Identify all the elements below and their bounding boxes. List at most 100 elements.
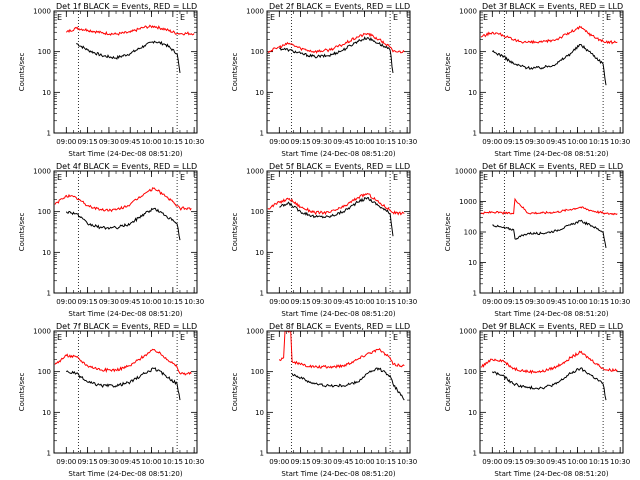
x-tick-label: 10:00 [354, 138, 374, 146]
event-marker-label: E [270, 13, 275, 22]
x-tick-label: 09:15 [504, 138, 524, 146]
y-axis-label: Counts/sec [18, 53, 26, 92]
event-marker-label: E [606, 333, 611, 342]
x-tick-label: 09:45 [546, 138, 566, 146]
series-line-events [65, 367, 181, 401]
x-tick-label: 09:00 [56, 458, 76, 466]
x-tick-label: 09:45 [546, 458, 566, 466]
y-tick-label: 1 [47, 130, 51, 138]
y-tick-label: 10 [42, 89, 51, 97]
x-axis-label: Start Time (24-Dec-08 08:51:20) [281, 150, 395, 158]
panel-title: Det 9f BLACK = Events, RED = LLD [482, 322, 623, 331]
event-marker-label: E [606, 13, 611, 22]
event-marker-label: E [180, 13, 185, 22]
y-tick-label: 10 [42, 409, 51, 417]
x-tick-label: 09:15 [291, 138, 311, 146]
x-tick-label: 09:45 [333, 138, 353, 146]
series-line-events [279, 36, 394, 73]
y-axis-label: Counts/sec [18, 373, 26, 412]
series-line-lld [54, 187, 192, 213]
x-axis-label: Start Time (24-Dec-08 08:51:20) [494, 470, 608, 478]
event-marker-label: E [180, 173, 185, 182]
x-tick-label: 10:15 [376, 298, 396, 306]
series-line-lld [480, 25, 618, 45]
y-tick-label: 10 [468, 409, 477, 417]
series-line-lld [54, 348, 192, 376]
series-line-events [491, 367, 607, 401]
y-tick-label: 100 [251, 48, 264, 56]
y-tick-label: 1 [473, 450, 477, 458]
y-axis-label: Counts/sec [231, 373, 239, 412]
y-tick-label: 1000 [246, 8, 264, 16]
y-tick-label: 1000 [459, 8, 477, 16]
event-marker-label: E [57, 13, 62, 22]
series-line-events [76, 40, 181, 73]
x-tick-label: 10:15 [589, 298, 609, 306]
x-tick-label: 09:45 [120, 458, 140, 466]
plot-frame [53, 330, 198, 454]
plot-frame [479, 170, 624, 294]
panel-title: Det 8f BLACK = Events, RED = LLD [269, 322, 410, 331]
series-line-lld [480, 350, 618, 375]
y-axis-label: Counts/sec [231, 213, 239, 252]
x-tick-label: 09:45 [546, 298, 566, 306]
chart-panel-9: Det 9f BLACK = Events, RED = LLD Counts/s… [444, 322, 630, 478]
y-tick-label: 1 [260, 290, 264, 298]
series-line-events [491, 44, 607, 86]
x-tick-label: 09:30 [525, 298, 545, 306]
plot-frame [53, 170, 198, 294]
x-axis-label: Start Time (24-Dec-08 08:51:20) [68, 150, 182, 158]
series-line-lld [267, 192, 405, 216]
series-line-lld [480, 197, 618, 216]
event-marker-label: E [483, 13, 488, 22]
x-tick-label: 09:30 [525, 138, 545, 146]
x-tick-label: 10:30 [397, 458, 417, 466]
panel-title: Det 5f BLACK = Events, RED = LLD [269, 162, 410, 171]
chart-panel-1: Det 1f BLACK = Events, RED = LLD Counts/s… [18, 2, 204, 158]
x-tick-label: 09:00 [482, 138, 502, 146]
y-axis-label: Counts/sec [444, 373, 452, 412]
event-marker-label: E [393, 173, 398, 182]
y-tick-label: 10 [255, 89, 264, 97]
panel-title: Det 1f BLACK = Events, RED = LLD [56, 2, 197, 11]
series-line-events [65, 207, 181, 241]
plot-frame [53, 10, 198, 134]
panel-title: Det 6f BLACK = Events, RED = LLD [482, 162, 623, 171]
x-tick-label: 10:15 [163, 298, 183, 306]
y-tick-label: 1 [473, 130, 477, 138]
event-marker-label: E [57, 173, 62, 182]
event-marker-label: E [270, 173, 275, 182]
y-tick-label: 10 [42, 249, 51, 257]
event-marker-label: E [270, 333, 275, 342]
x-tick-label: 10:00 [567, 138, 587, 146]
x-tick-label: 10:30 [184, 458, 204, 466]
x-tick-label: 09:15 [504, 458, 524, 466]
y-tick-label: 10000 [455, 168, 477, 176]
y-tick-label: 1 [260, 450, 264, 458]
y-tick-label: 100 [464, 368, 477, 376]
x-tick-label: 09:00 [482, 458, 502, 466]
series-line-lld [267, 32, 405, 54]
x-axis-label: Start Time (24-Dec-08 08:51:20) [68, 310, 182, 318]
x-tick-label: 10:30 [610, 458, 630, 466]
y-axis-label: Counts/sec [444, 53, 452, 92]
y-tick-label: 100 [251, 368, 264, 376]
x-tick-label: 09:15 [78, 298, 98, 306]
x-tick-label: 10:00 [141, 138, 161, 146]
x-axis-label: Start Time (24-Dec-08 08:51:20) [281, 470, 395, 478]
x-tick-label: 09:15 [78, 138, 98, 146]
event-marker-label: E [180, 333, 185, 342]
chart-panel-8: Det 8f BLACK = Events, RED = LLD Counts/s… [231, 322, 417, 478]
x-axis-label: Start Time (24-Dec-08 08:51:20) [68, 470, 182, 478]
y-tick-label: 1000 [246, 168, 264, 176]
series-line-events [279, 197, 394, 237]
x-tick-label: 09:30 [99, 298, 119, 306]
chart-panel-5: Det 5f BLACK = Events, RED = LLD Counts/s… [231, 162, 417, 318]
x-tick-label: 09:45 [120, 138, 140, 146]
x-tick-label: 09:00 [56, 298, 76, 306]
y-tick-label: 100 [464, 229, 477, 237]
event-marker-label: E [57, 333, 62, 342]
y-tick-label: 1000 [33, 168, 51, 176]
x-tick-label: 09:15 [504, 298, 524, 306]
